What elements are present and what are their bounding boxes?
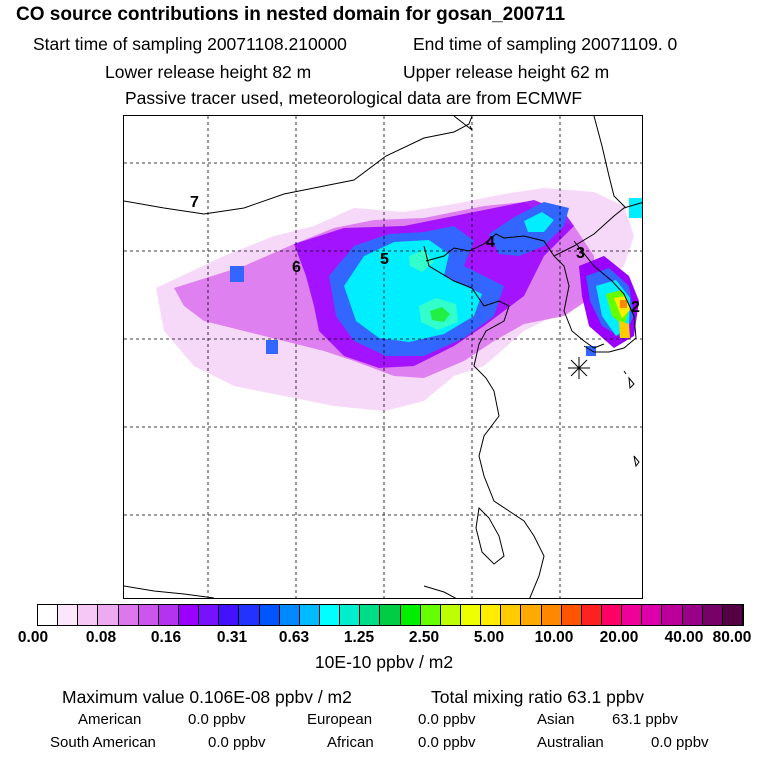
map-canvas: 7 6 5 4 3 2 xyxy=(124,116,642,598)
colorbar-cell xyxy=(561,605,582,625)
field-korea-orange xyxy=(620,300,627,308)
lower-release-height-label: Lower release height 82 m xyxy=(105,62,312,82)
colorbar-cell xyxy=(78,605,99,625)
south-american-value: 0.0 ppbv xyxy=(208,734,266,751)
colorbar-cell xyxy=(662,605,683,625)
african-value: 0.0 ppbv xyxy=(418,734,476,751)
colorbar-cell xyxy=(340,605,361,625)
african-label: African xyxy=(327,734,374,751)
colorbar-cell xyxy=(481,605,502,625)
region-label-2: 2 xyxy=(631,299,640,316)
map-title: CO source contributions in nested domain… xyxy=(16,4,566,25)
field-spot xyxy=(629,198,642,218)
field-korea-south xyxy=(619,321,630,338)
colorbar-cell xyxy=(98,605,119,625)
american-value: 0.0 ppbv xyxy=(188,711,246,728)
field-north-cyan xyxy=(524,212,554,232)
colorbar-tick: 5.00 xyxy=(473,629,505,646)
colorbar-cell xyxy=(541,605,562,625)
field-spot xyxy=(230,266,244,282)
colorbar-cell xyxy=(259,605,280,625)
colorbar-tick: 10.00 xyxy=(534,629,574,646)
total-mixing-ratio: Total mixing ratio 63.1 ppbv xyxy=(431,687,645,707)
coastlines xyxy=(124,116,642,598)
colorbar-cell xyxy=(440,605,461,625)
colorbar-tick: 2.50 xyxy=(408,629,440,646)
colorbar-tick: 20.00 xyxy=(599,629,639,646)
colorbar-cell xyxy=(239,605,260,625)
european-value: 0.0 ppbv xyxy=(418,711,476,728)
concentration-field xyxy=(156,188,642,411)
colorbar-cell xyxy=(199,605,220,625)
colorbar-cell xyxy=(460,605,482,625)
asterisk-icon xyxy=(568,357,590,379)
meteorology-note: Passive tracer used, meteorological data… xyxy=(125,88,583,108)
american-label: American xyxy=(78,711,142,728)
field-spot xyxy=(266,340,278,354)
colorbar-cell xyxy=(722,605,743,625)
colorbar-tick: 0.16 xyxy=(150,629,182,646)
colorbar-cell xyxy=(158,605,179,625)
south-american-label: South American xyxy=(50,734,156,751)
colorbar-cell xyxy=(58,605,79,625)
australian-label: Australian xyxy=(537,734,604,751)
colorbar-cell xyxy=(138,605,159,625)
colorbar-cell xyxy=(420,605,441,625)
asian-label: Asian xyxy=(537,711,575,728)
colorbar-unit: 10E-10 ppbv / m2 xyxy=(314,652,454,672)
map-panel: 7 6 5 4 3 2 xyxy=(123,115,643,599)
colorbar-cell xyxy=(38,605,59,625)
region-label-7: 7 xyxy=(190,194,199,211)
colorbar-cell xyxy=(279,605,300,625)
region-label-3: 3 xyxy=(576,245,585,262)
field-green xyxy=(430,307,450,322)
colorbar-cell xyxy=(319,605,341,625)
start-time-label: Start time of sampling 20071108.210000 xyxy=(33,34,347,54)
colorbar-tick: 0.63 xyxy=(278,629,310,646)
colorbar-cell xyxy=(622,605,643,625)
colorbar-cell xyxy=(299,605,320,625)
colorbar-cell xyxy=(702,605,723,625)
colorbar-cell xyxy=(521,605,542,625)
grid-lines xyxy=(124,116,642,598)
field-mint-2 xyxy=(409,250,434,272)
colorbar-cell xyxy=(601,605,623,625)
colorbar-cell xyxy=(118,605,139,625)
field-spot xyxy=(586,346,596,356)
colorbar-tick: 0.31 xyxy=(216,629,248,646)
colorbar-cell xyxy=(642,605,663,625)
colorbar-cell xyxy=(178,605,200,625)
colorbar-cell xyxy=(400,605,421,625)
colorbar xyxy=(37,604,744,626)
colorbar-cell xyxy=(581,605,602,625)
end-time-label: End time of sampling 20071109. 0 xyxy=(413,34,678,54)
colorbar-cell xyxy=(360,605,381,625)
region-label-5: 5 xyxy=(380,251,389,268)
colorbar-tick: 0.00 xyxy=(17,629,49,646)
maximum-value: Maximum value 0.106E-08 ppbv / m2 xyxy=(62,687,352,707)
colorbar-tick: 80.00 xyxy=(712,629,752,646)
upper-release-height-label: Upper release height 62 m xyxy=(403,62,610,82)
colorbar-tick: 40.00 xyxy=(664,629,704,646)
european-label: European xyxy=(307,711,373,728)
region-label-4: 4 xyxy=(486,234,495,251)
colorbar-cell xyxy=(682,605,703,625)
colorbar-tick: 0.08 xyxy=(85,629,117,646)
australian-value: 0.0 ppbv xyxy=(651,734,709,751)
region-label-6: 6 xyxy=(292,259,301,276)
colorbar-cell xyxy=(219,605,240,625)
colorbar-tick: 1.25 xyxy=(343,629,375,646)
colorbar-cell xyxy=(380,605,401,625)
colorbar-cell xyxy=(501,605,522,625)
asian-value: 63.1 ppbv xyxy=(612,711,678,728)
